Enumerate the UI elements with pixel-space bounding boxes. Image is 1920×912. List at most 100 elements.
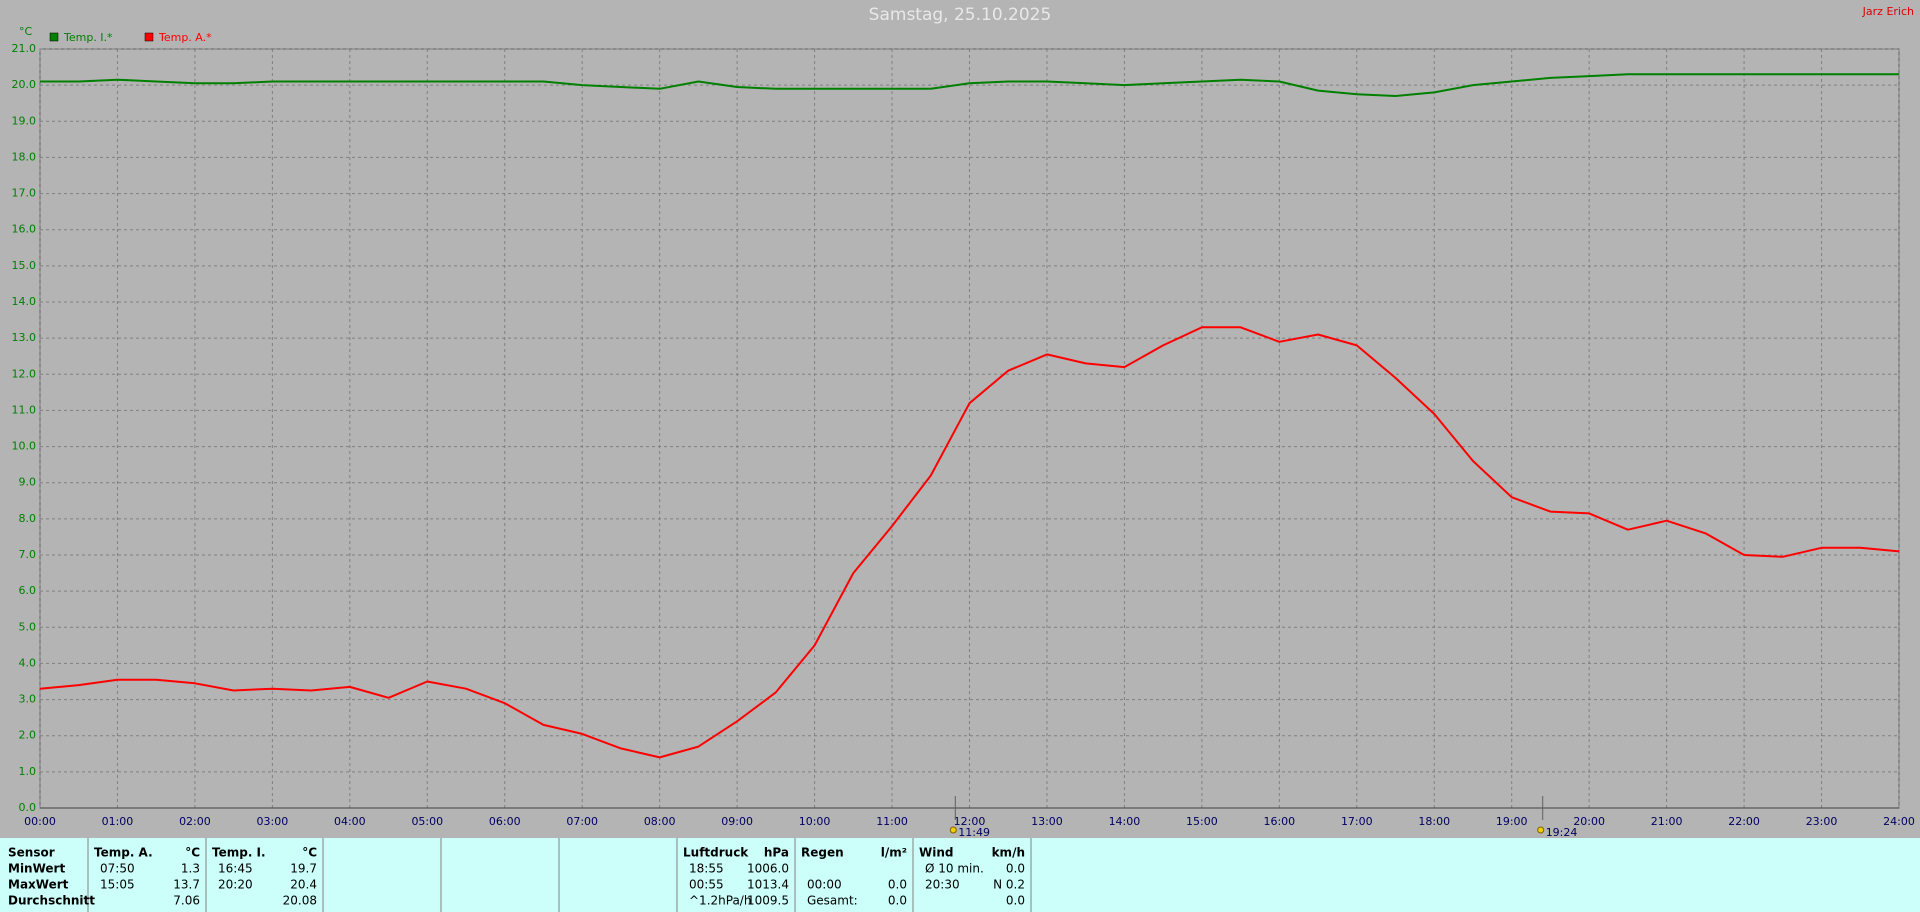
cell-value: 1009.5	[747, 894, 789, 908]
y-tick-label: 8.0	[19, 512, 37, 525]
cell-label: 00:55	[689, 878, 724, 892]
x-tick-label: 24:00	[1883, 815, 1915, 828]
x-tick-label: 19:00	[1496, 815, 1528, 828]
sun-icon	[949, 826, 957, 834]
x-tick-label: 06:00	[489, 815, 521, 828]
y-axis-label: °C	[19, 25, 33, 38]
cell-label: 15:05	[100, 878, 135, 892]
y-tick-label: 16.0	[12, 223, 37, 236]
y-tick-label: 14.0	[12, 295, 37, 308]
cell-value: 1.3	[181, 862, 200, 876]
cell-value: 0.0	[888, 894, 907, 908]
cell-label: 16:45	[218, 862, 253, 876]
cell-value: 1006.0	[747, 862, 789, 876]
row-label: Sensor	[8, 846, 55, 860]
y-tick-label: 6.0	[19, 584, 37, 597]
cell-value: 20.08	[283, 894, 317, 908]
x-tick-label: 02:00	[179, 815, 211, 828]
y-tick-label: 7.0	[19, 548, 37, 561]
x-tick-label: 04:00	[334, 815, 366, 828]
cell-value: 20.4	[290, 878, 317, 892]
column-header: Luftdruck	[683, 846, 749, 860]
y-tick-label: 9.0	[19, 476, 37, 489]
column-unit: °C	[185, 846, 200, 860]
x-tick-label: 20:00	[1573, 815, 1605, 828]
cell-label: 18:55	[689, 862, 724, 876]
y-tick-label: 12.0	[12, 367, 37, 380]
cell-value: 0.0	[888, 878, 907, 892]
author: Jarz Erich	[1862, 5, 1914, 18]
cell-value: N 0.2	[993, 878, 1025, 892]
annotation-label: 11:49	[958, 826, 990, 839]
column-header: Temp. A.	[94, 846, 153, 860]
column-unit: °C	[302, 846, 317, 860]
x-tick-label: 10:00	[799, 815, 831, 828]
x-tick-label: 23:00	[1806, 815, 1838, 828]
column-unit: hPa	[764, 846, 789, 860]
x-tick-label: 13:00	[1031, 815, 1063, 828]
legend-swatch	[49, 32, 59, 42]
x-tick-label: 22:00	[1728, 815, 1760, 828]
summary-table: Sensor MinWert MaxWert Durchschnitt Temp. A.…	[8, 838, 1032, 912]
legend-label: Temp. I.*	[63, 31, 113, 44]
row-label: Durchschnitt	[8, 894, 95, 908]
y-tick-label: 1.0	[19, 765, 37, 778]
y-tick-label: 20.0	[12, 78, 37, 91]
annotation-label: 19:24	[1546, 826, 1578, 839]
y-tick-label: 13.0	[12, 331, 37, 344]
x-tick-label: 03:00	[257, 815, 289, 828]
y-tick-label: 5.0	[19, 620, 37, 633]
y-tick-label: 4.0	[19, 656, 37, 669]
column-header: Regen	[801, 846, 844, 860]
series-line	[39, 326, 1900, 759]
x-tick-label: 08:00	[644, 815, 676, 828]
x-tick-label: 09:00	[721, 815, 753, 828]
cell-value: 0.0	[1006, 862, 1025, 876]
column-unit: km/h	[992, 846, 1025, 860]
x-tick-label: 16:00	[1263, 815, 1295, 828]
x-tick-label: 12:00	[954, 815, 986, 828]
x-tick-label: 17:00	[1341, 815, 1373, 828]
cell-label: 20:30	[925, 878, 960, 892]
x-tick-label: 11:00	[876, 815, 908, 828]
cell-value: 7.06	[173, 894, 200, 908]
cell-value: 13.7	[173, 878, 200, 892]
cell-label: Gesamt:	[807, 894, 858, 908]
column-header: Temp. I.	[212, 846, 266, 860]
x-tick-label: 14:00	[1109, 815, 1141, 828]
y-tick-label: 10.0	[12, 440, 37, 453]
x-tick-label: 21:00	[1651, 815, 1683, 828]
row-label: MaxWert	[8, 878, 69, 892]
column-unit: l/m²	[881, 846, 907, 860]
x-tick-label: 01:00	[102, 815, 134, 828]
legend-swatch	[144, 32, 154, 42]
y-tick-label: 3.0	[19, 693, 37, 706]
cell-value: 0.0	[1006, 894, 1025, 908]
summary-panel	[0, 838, 1920, 912]
cell-value: 1013.4	[747, 878, 789, 892]
y-tick-label: 15.0	[12, 259, 37, 272]
y-tick-label: 17.0	[12, 187, 37, 200]
y-tick-label: 18.0	[12, 150, 37, 163]
sun-icon	[1537, 826, 1545, 834]
x-tick-label: 15:00	[1186, 815, 1218, 828]
x-tick-label: 05:00	[411, 815, 443, 828]
cell-label: Ø 10 min.	[925, 862, 984, 876]
y-tick-label: 2.0	[19, 729, 37, 742]
x-tick-label: 07:00	[566, 815, 598, 828]
x-tick-label: 18:00	[1418, 815, 1450, 828]
y-tick-label: 19.0	[12, 114, 37, 127]
cell-label: 00:00	[807, 878, 842, 892]
cell-label: 20:20	[218, 878, 253, 892]
row-label: MinWert	[8, 862, 65, 876]
legend-label: Temp. A.*	[158, 31, 212, 44]
y-tick-label: 11.0	[12, 403, 37, 416]
x-tick-label: 00:00	[24, 815, 56, 828]
cell-label: 07:50	[100, 862, 135, 876]
y-tick-label: 0.0	[19, 801, 37, 814]
series-line	[40, 73, 1899, 97]
column-header: Wind	[919, 846, 953, 860]
y-tick-label: 21.0	[12, 42, 37, 55]
chart-title: Samstag, 25.10.2025	[869, 5, 1052, 25]
